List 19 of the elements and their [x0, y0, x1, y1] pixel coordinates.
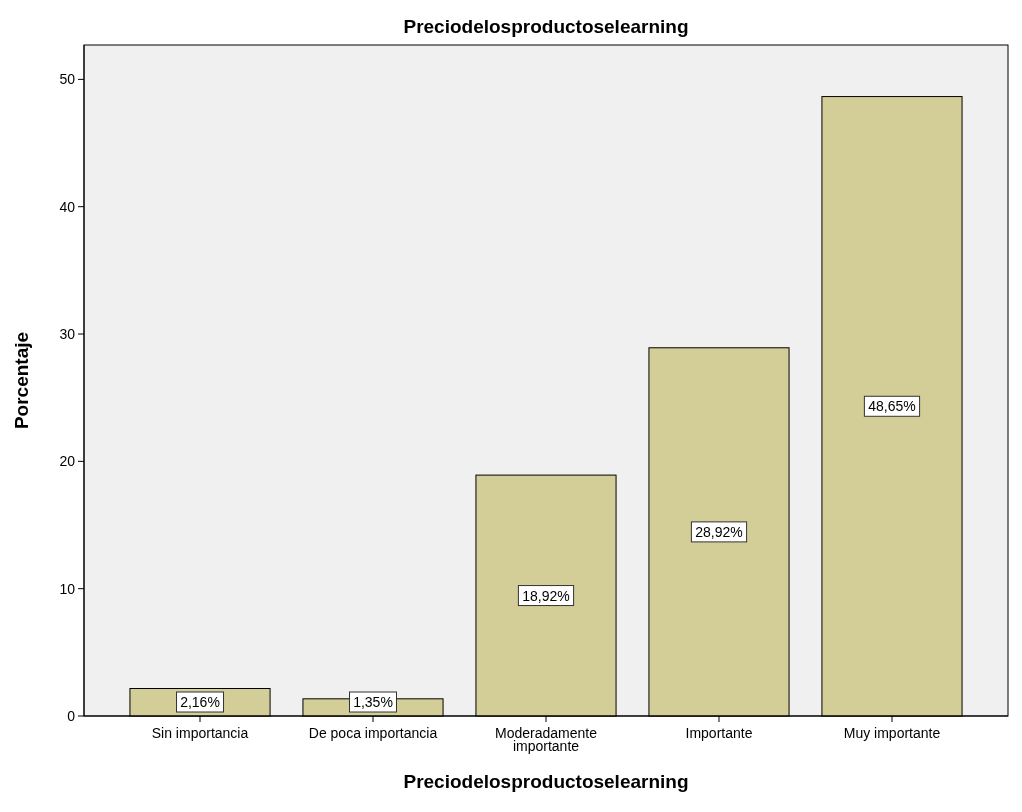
x-tick-label: Muy importante [843, 725, 941, 741]
y-tick-label: 30 [59, 326, 76, 343]
y-axis-title: Porcentaje [11, 331, 32, 430]
x-axis-title: Preciodelosproductoselearning [403, 771, 689, 792]
y-tick-label: 0 [67, 708, 76, 724]
data-label: 48,65% [868, 398, 916, 415]
x-tick-label: Sin importancia [151, 725, 249, 741]
y-tick-label: 20 [59, 453, 76, 470]
y-tick-label: 10 [59, 580, 76, 597]
x-tick-label: Moderadamente importante [495, 725, 598, 754]
y-tick-label: 50 [59, 71, 76, 88]
x-tick-label: Importante [685, 725, 753, 741]
data-label: 28,92% [695, 523, 743, 540]
data-label: 2,16% [180, 694, 220, 710]
x-tick-label: De poca importancia [308, 725, 438, 741]
data-label: 18,92% [522, 587, 570, 604]
chart-title: Preciodelosproductoselearning [403, 16, 689, 37]
y-tick-label: 40 [59, 198, 76, 215]
data-label: 1,35% [353, 694, 393, 710]
